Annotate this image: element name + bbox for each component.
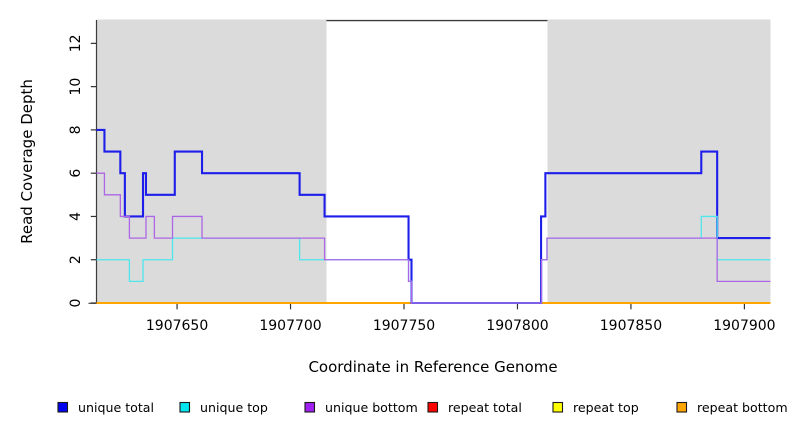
axis-ticks: 1907650 1907700 1907750 1907800 1907850 19079…: [68, 34, 776, 334]
x-axis-title: Coordinate in Reference Genome: [308, 358, 557, 376]
shaded-regions: [96, 19, 771, 303]
legend-item-repeat-bottom: repeat bottom: [676, 400, 788, 415]
svg-text:8: 8: [68, 125, 84, 134]
legend-swatch: [552, 401, 564, 413]
legend-label: unique total: [78, 400, 154, 415]
legend-label: repeat total: [448, 400, 522, 415]
x-tick-label: 1907900: [713, 318, 775, 334]
legend-item-unique-bottom: unique bottom: [304, 400, 418, 415]
legend-label: repeat bottom: [697, 400, 788, 415]
legend-item-unique-total: unique total: [57, 400, 154, 415]
svg-text:12: 12: [68, 34, 84, 52]
legend-swatch: [57, 401, 69, 413]
shaded-region: [547, 19, 771, 303]
legend-swatch: [427, 401, 439, 413]
svg-text:2: 2: [68, 255, 84, 264]
legend-swatch: [179, 401, 191, 413]
legend-item-repeat-top: repeat top: [552, 400, 639, 415]
legend-item-repeat-total: repeat total: [427, 400, 522, 415]
x-tick-label: 1907800: [486, 318, 548, 334]
x-tick-label: 1907750: [373, 318, 435, 334]
svg-text:4: 4: [68, 212, 84, 221]
svg-text:10: 10: [68, 78, 84, 96]
chart-legend: unique total unique top unique bottom repea…: [57, 400, 788, 415]
y-tick-label: 12: [68, 34, 84, 52]
svg-text:6: 6: [68, 169, 84, 178]
legend-item-unique-top: unique top: [179, 400, 268, 415]
y-axis-title: Read Coverage Depth: [18, 79, 36, 244]
svg-text:Read Coverage Depth: Read Coverage Depth: [18, 79, 36, 244]
y-tick-label: 0: [68, 299, 84, 308]
legend-label: repeat top: [573, 400, 639, 415]
legend-label: unique top: [200, 400, 268, 415]
legend-swatch: [304, 401, 316, 413]
y-tick-label: 6: [68, 169, 84, 178]
legend-swatch: [676, 401, 688, 413]
step-line-unique-total: [96, 128, 771, 305]
y-tick-label: 10: [68, 78, 84, 96]
coverage-step-lines: [96, 128, 771, 305]
x-tick-label: 1907650: [146, 318, 208, 334]
legend-label: unique bottom: [325, 400, 418, 415]
y-tick-label: 4: [68, 212, 84, 221]
svg-text:0: 0: [68, 299, 84, 308]
step-line-unique-bottom: [96, 172, 771, 304]
x-tick-label: 1907700: [259, 318, 321, 334]
y-tick-label: 2: [68, 255, 84, 264]
y-tick-label: 8: [68, 125, 84, 134]
shaded-region: [96, 19, 327, 303]
x-tick-label: 1907850: [600, 318, 662, 334]
